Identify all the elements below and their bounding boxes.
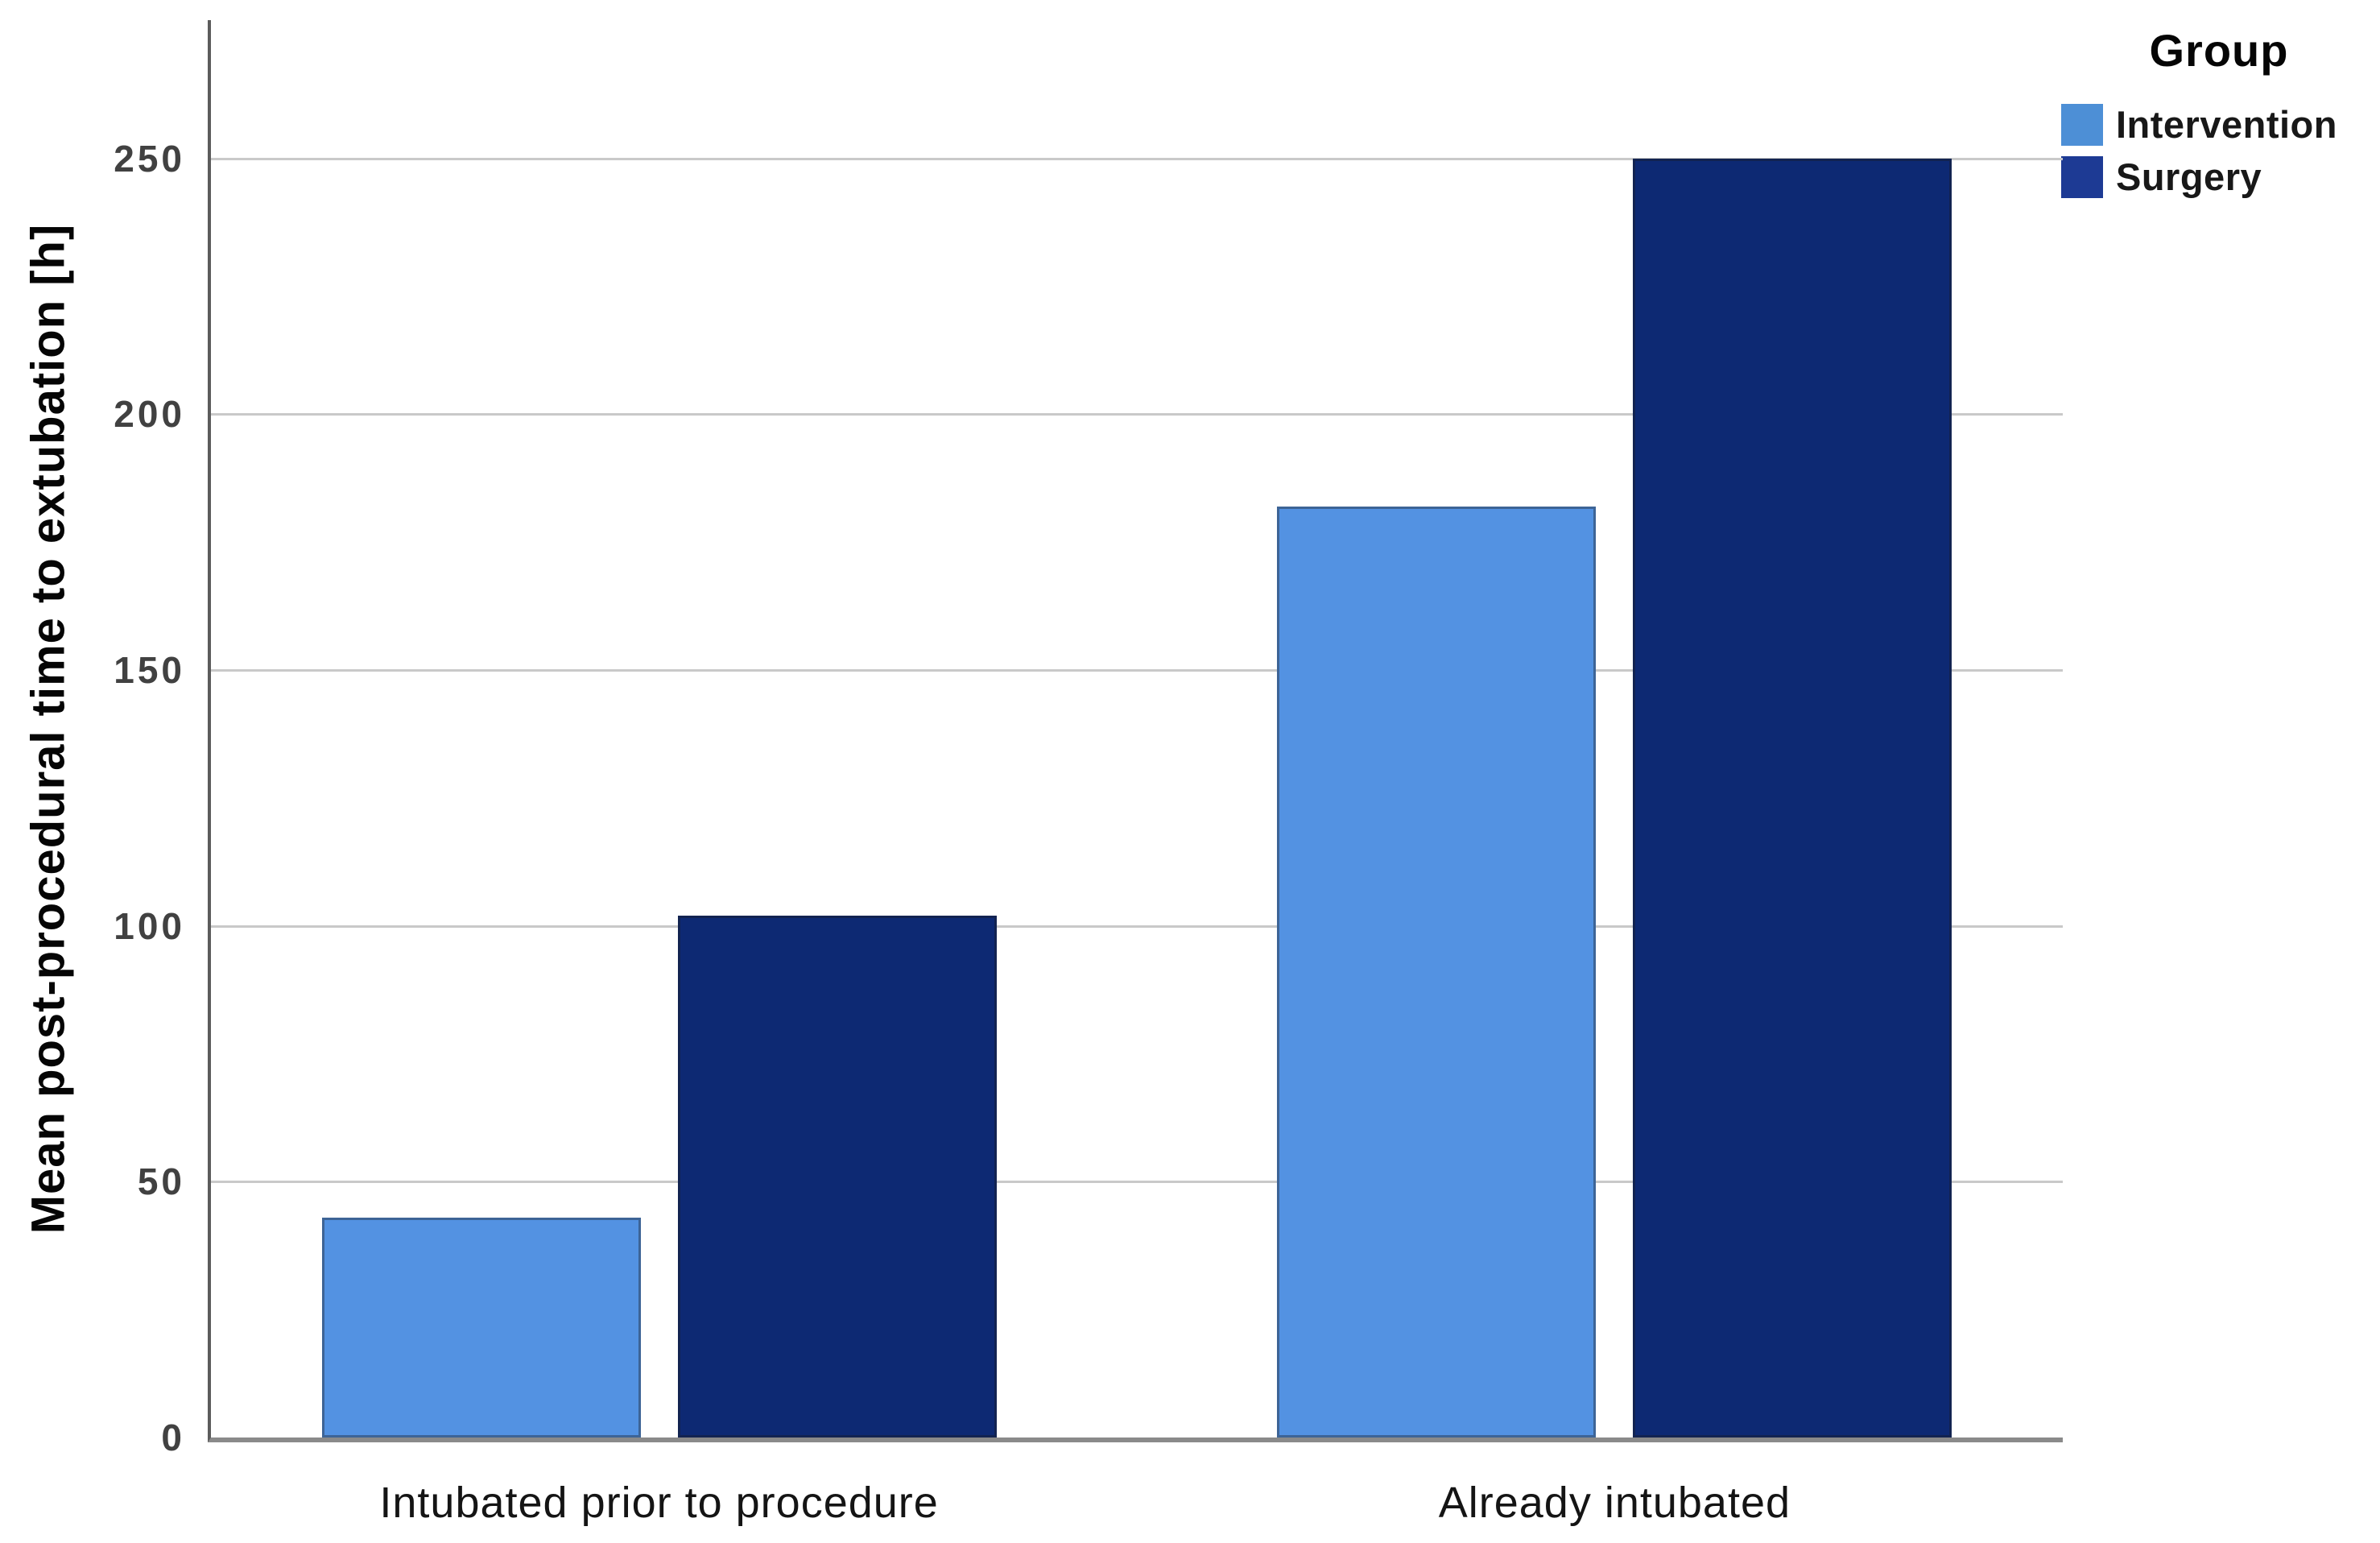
legend-item-intervention: Intervention: [2061, 102, 2377, 147]
bar-surgery-category-1: [677, 915, 997, 1438]
y-tick-label-150: 150: [114, 648, 185, 691]
x-category-label-2: Already intubated: [1438, 1479, 1791, 1527]
legend: Group Intervention Surgery: [2061, 24, 2377, 207]
bar-intervention-category-1: [321, 1217, 641, 1438]
legend-title: Group: [2149, 25, 2289, 76]
bar-intervention-category-2: [1277, 506, 1597, 1438]
legend-swatch-intervention: [2061, 103, 2103, 146]
y-tick-label-200: 200: [114, 393, 185, 436]
plot-area: 0 50 100 150 200 250 Intubated prior to proced…: [114, 20, 2063, 1527]
legend-item-surgery: Surgery: [2061, 155, 2377, 199]
legend-items: Intervention Surgery: [2061, 102, 2377, 199]
y-tick-label-100: 100: [114, 904, 185, 947]
legend-label-surgery: Surgery: [2116, 155, 2262, 198]
gridline-50: [211, 1181, 2063, 1184]
y-tick-label-0: 0: [161, 1417, 185, 1458]
gridline-100: [211, 925, 2063, 928]
y-axis-title-wrap: Mean post-procedural time to extubation …: [0, 20, 97, 1438]
legend-swatch-surgery: [2061, 155, 2103, 198]
x-category-label-1: Intubated prior to procedure: [379, 1479, 939, 1527]
gridline-150: [211, 668, 2063, 672]
y-axis-title: Mean post-procedural time to extubation …: [22, 223, 75, 1235]
y-tick-label-250: 250: [114, 137, 185, 180]
gridline-200: [211, 413, 2063, 416]
bar-surgery-category-2: [1633, 158, 1952, 1438]
y-tick-label-50: 50: [137, 1160, 185, 1203]
legend-label-intervention: Intervention: [2116, 103, 2337, 146]
gridline-250: [211, 157, 2063, 160]
